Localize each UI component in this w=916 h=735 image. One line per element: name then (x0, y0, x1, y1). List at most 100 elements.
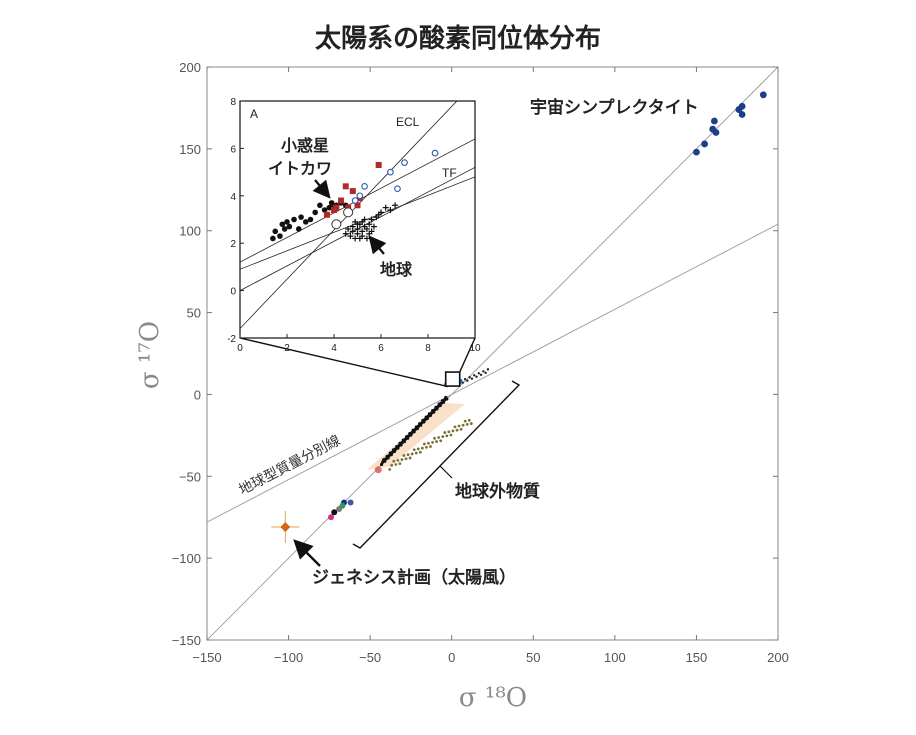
inset-point-black (326, 204, 333, 211)
inset-point-cross (368, 216, 375, 223)
x-tick-label: 0 (448, 650, 455, 665)
annotation-genesis: ジェネシス計画（太陽風） (312, 567, 516, 588)
inset-point-blue-open (361, 182, 368, 190)
x-tick-label: −100 (274, 650, 303, 665)
y-tick-label: −50 (179, 469, 201, 484)
small-point (479, 373, 483, 376)
annotation-extraterrestrial: 地球外物質 (455, 481, 540, 502)
chondrule-point (410, 452, 414, 456)
inset-x-tick-label: 0 (237, 343, 243, 354)
inset-x-tick-label: 2 (284, 343, 290, 354)
inset-point-black-open (331, 219, 342, 230)
meteorite-point-5 (336, 506, 343, 513)
inset-x-tick-label: 8 (425, 343, 431, 354)
ccam-point (396, 446, 400, 450)
ccam-point (432, 410, 436, 414)
inset-panel-label: A (250, 107, 258, 121)
cosmic-symplectite-point (712, 129, 720, 136)
chondrule-point (420, 446, 424, 450)
inset-point-black (303, 219, 309, 225)
chondrule-point (412, 448, 416, 452)
reference-line-1 (207, 223, 778, 523)
x-tick-label: 200 (767, 650, 789, 665)
chondrule-point (427, 441, 430, 445)
chondrule-point (406, 453, 410, 457)
ccam-point (389, 453, 393, 457)
small-point (486, 368, 490, 371)
chondrule-point (414, 451, 418, 455)
chondrule-point (449, 433, 453, 437)
cosmic-symplectite-point (701, 140, 708, 148)
chondrule-point (390, 463, 394, 467)
inset-point-cross (347, 233, 354, 240)
cosmic-symplectite-point (738, 111, 746, 118)
inset-point-cross (387, 207, 394, 214)
inset-point-red-square (354, 202, 361, 209)
annotation-terrestrial-fractionation-line: 地球型質量分別線 (236, 433, 343, 499)
y-tick-label: 200 (179, 60, 201, 75)
inset-point-cross (359, 233, 366, 240)
chondrule-point (418, 450, 422, 454)
small-point (475, 375, 478, 378)
inset-point-red-square (338, 197, 345, 204)
small-point (466, 379, 469, 382)
chondrule-point (437, 436, 441, 439)
inset-point-black (270, 235, 276, 242)
annotation-cosmic-symplectite: 宇宙シンプレクタイト (530, 97, 699, 118)
chondrule-point (425, 445, 428, 449)
ccam-point (402, 439, 407, 444)
ccam-point (425, 417, 429, 421)
small-point (477, 372, 480, 375)
ccam-point (406, 436, 410, 440)
chondrule-point (455, 428, 459, 432)
chondrule-point (443, 431, 447, 434)
inset-point-cross (342, 230, 349, 237)
chondrule-point (461, 423, 465, 427)
inset-point-black-open (343, 207, 354, 218)
cosmic-symplectite-point (738, 102, 746, 110)
chondrule-point (463, 419, 467, 423)
chondrule-point (467, 418, 471, 422)
inset-y-tick-label: 6 (230, 144, 236, 155)
chondrule-point (422, 442, 426, 446)
ccam-point (383, 459, 387, 463)
inset-x-tick-label: 6 (378, 343, 384, 354)
inset-point-cross (349, 228, 356, 235)
inset-point-cross (368, 228, 375, 235)
chondrule-point (408, 456, 412, 460)
cosmic-symplectite-point (693, 148, 700, 156)
annotation-itokawa: イトカワ (268, 159, 332, 178)
inset-point-black (298, 214, 304, 220)
ccam-point (445, 397, 449, 401)
chondrule-point (433, 436, 436, 440)
inset-point-red-square (342, 183, 349, 190)
inset-point-black (279, 221, 286, 228)
extraterrestrial-bracket (352, 380, 521, 549)
genesis-arrow (293, 539, 321, 567)
inset-point-black (307, 216, 314, 223)
inset-point-black (277, 233, 283, 239)
inset-point-blue-open (387, 168, 394, 176)
chondrule-point (435, 440, 439, 443)
genesis-point (280, 522, 291, 533)
y-tick-label: 150 (179, 142, 201, 157)
y-tick-label: −100 (172, 551, 201, 566)
chondrule-point (469, 422, 473, 425)
inset-point-black (321, 207, 328, 213)
x-tick-label: 100 (604, 650, 626, 665)
inset-y-tick-label: 0 (230, 287, 236, 298)
inset-point-red-square (349, 188, 356, 195)
inset-y-tick-label: 8 (230, 97, 236, 108)
chondrule-point (392, 459, 396, 463)
inset-point-blue-open (394, 185, 401, 193)
inset-point-cross (392, 202, 399, 209)
inset-point-black (286, 223, 293, 230)
inset-y-tick-label: 2 (230, 239, 236, 250)
ccam-point (435, 407, 439, 411)
x-tick-label: 150 (686, 650, 708, 665)
inset-point-black (291, 216, 297, 223)
ccam-point (422, 420, 426, 424)
zoom-box (444, 371, 461, 387)
small-point (473, 374, 476, 377)
chondrule-point (400, 458, 404, 461)
